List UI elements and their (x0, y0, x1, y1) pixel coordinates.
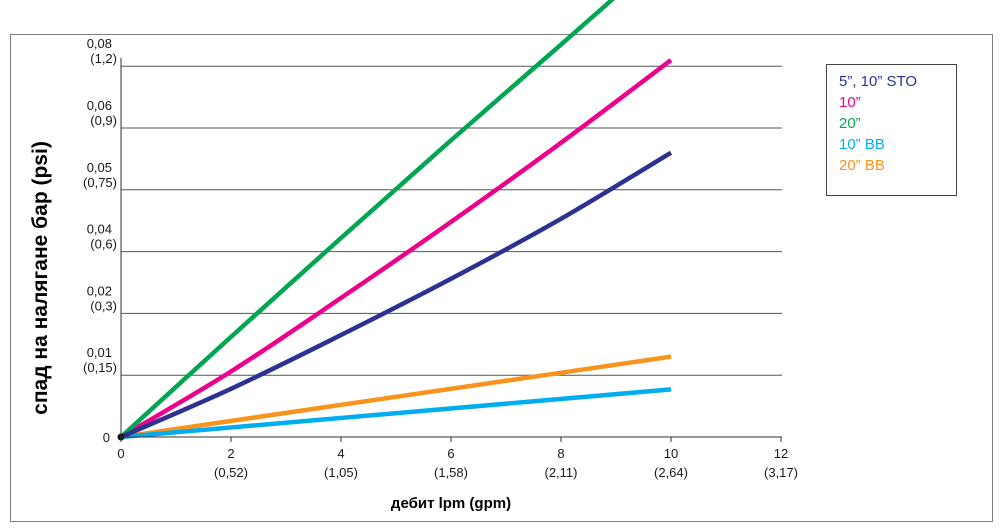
gridlines (121, 65, 782, 376)
y-tick-label: 0,02 (87, 283, 112, 298)
y-tick-sublabel: (0,15) (83, 360, 117, 375)
y-axis-title: спад на налягане бар (psi) (29, 141, 52, 415)
legend-item: 5”, 10” STO (839, 73, 918, 90)
x-axis-title: дебит lpm (gpm) (391, 495, 511, 512)
y-tick-sublabel: (0,3) (90, 298, 117, 313)
series-line (119, 0, 616, 439)
y-tick-label: 0,04 (87, 222, 112, 237)
y-tick-label: 0,06 (87, 98, 112, 113)
y-tick-sublabel: (0,9) (90, 113, 117, 128)
legend-item: 20” BB (839, 157, 885, 174)
axes (120, 58, 782, 442)
x-tick-label: 6 (447, 446, 454, 461)
x-tick-label: 2 (227, 446, 234, 461)
x-tick-sublabel: (2,64) (654, 465, 688, 480)
x-tick-sublabel: (1,05) (324, 465, 358, 480)
series-line (120, 354, 672, 440)
x-tick-label: 12 (774, 446, 788, 461)
x-tick-label: 4 (337, 446, 344, 461)
y-tick-label: 0,05 (87, 160, 112, 175)
series-line (119, 58, 673, 439)
series-line (120, 387, 672, 440)
legend: 5”, 10” STO 10” 20” 10” BB 20” BB (826, 64, 957, 196)
y-tick-label: 0,01 (87, 345, 112, 360)
x-tick-sublabel: (0,52) (214, 465, 248, 480)
x-tick-label: 0 (117, 446, 124, 461)
x-tick-sublabel: (2,11) (545, 465, 578, 480)
y-tick-sublabel: (1,2) (90, 51, 117, 66)
y-tick-label: 0 (103, 430, 110, 445)
y-tick-label: 0,08 (87, 36, 112, 51)
legend-item: 10” (839, 94, 861, 111)
tick-labels: 0 0,01(0,15) 0,02(0,3) 0,04(0,6) 0,05(0,75) 0… (83, 36, 798, 480)
x-tick-sublabel: (1,58) (434, 465, 468, 480)
x-tick-sublabel: (3,17) (764, 465, 798, 480)
x-tick-label: 10 (664, 446, 678, 461)
legend-item: 10” BB (839, 136, 885, 153)
chart-frame (10, 34, 993, 522)
legend-item: 20” (839, 115, 861, 132)
y-tick-sublabel: (0,75) (83, 175, 117, 190)
x-tick-label: 8 (557, 446, 564, 461)
y-tick-sublabel: (0,6) (90, 237, 117, 252)
series-line (120, 150, 673, 440)
